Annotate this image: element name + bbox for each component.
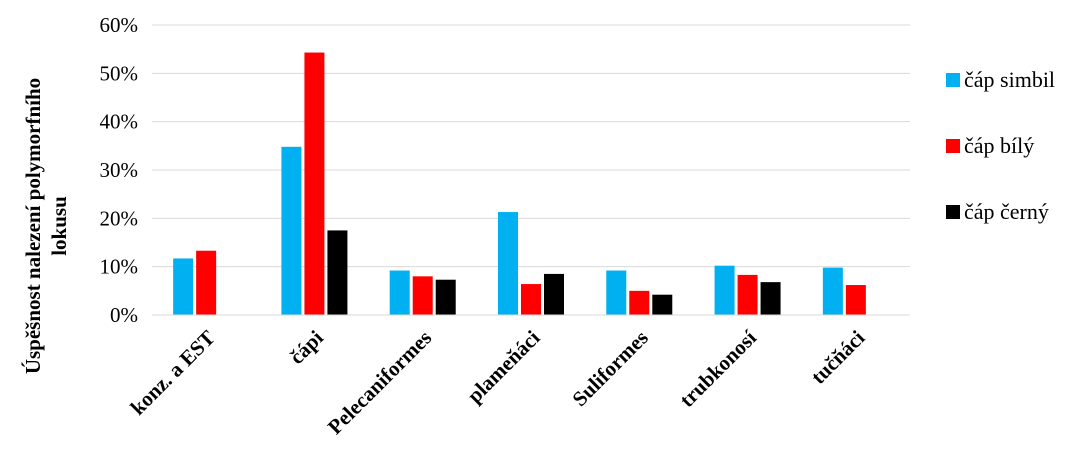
bar xyxy=(389,270,410,315)
y-tick-label: 0% xyxy=(110,303,138,327)
bars xyxy=(173,52,866,316)
bar xyxy=(544,273,564,315)
bar xyxy=(822,267,843,315)
bar xyxy=(737,274,758,315)
y-tick-label: 30% xyxy=(100,158,139,182)
x-category-label: čápi xyxy=(285,325,328,368)
y-axis-title: Úspěšnost nalezení polymorfníholokusu xyxy=(21,78,71,374)
bar xyxy=(652,294,673,315)
bar xyxy=(760,282,781,315)
x-category-label: tučňáci xyxy=(806,325,869,388)
bar xyxy=(435,279,456,315)
bar xyxy=(498,212,518,315)
legend: čáp simbil čáp bílý čáp černý xyxy=(946,67,1055,224)
y-axis-title-line: lokusu xyxy=(47,196,71,256)
x-category-label: trubkonosí xyxy=(675,325,762,412)
legend-label: čáp simbil xyxy=(964,67,1055,92)
legend-swatch xyxy=(946,139,960,153)
gridlines xyxy=(152,24,910,268)
y-tick-label: 10% xyxy=(100,255,139,279)
bar xyxy=(196,250,217,315)
bar xyxy=(521,284,541,315)
bar xyxy=(606,270,627,315)
x-category-label: plameňáci xyxy=(462,325,544,407)
legend-label: čáp bílý xyxy=(964,133,1034,158)
y-tick-label: 20% xyxy=(100,206,139,230)
bar xyxy=(327,230,348,315)
y-tick-label: 40% xyxy=(100,110,139,134)
bar xyxy=(412,276,433,315)
bar xyxy=(629,290,650,315)
bar xyxy=(304,52,325,316)
y-axis-tick-labels: 0% 10% 20% 30% 40% 50% 60% xyxy=(100,13,139,327)
legend-label: čáp černý xyxy=(964,199,1049,224)
bar xyxy=(845,285,866,315)
bar xyxy=(714,265,735,315)
legend-swatch xyxy=(946,205,960,219)
x-category-label: Pelecaniformes xyxy=(323,326,436,439)
x-category-label: konz. a EST xyxy=(126,326,220,420)
legend-swatch xyxy=(946,73,960,87)
bar xyxy=(281,146,302,315)
y-axis-title-line: Úspěšnost nalezení polymorfního xyxy=(21,78,45,374)
y-tick-label: 50% xyxy=(100,61,139,85)
y-tick-label: 60% xyxy=(100,13,139,37)
bar xyxy=(173,258,194,315)
x-category-label: Suliformes xyxy=(567,326,652,411)
